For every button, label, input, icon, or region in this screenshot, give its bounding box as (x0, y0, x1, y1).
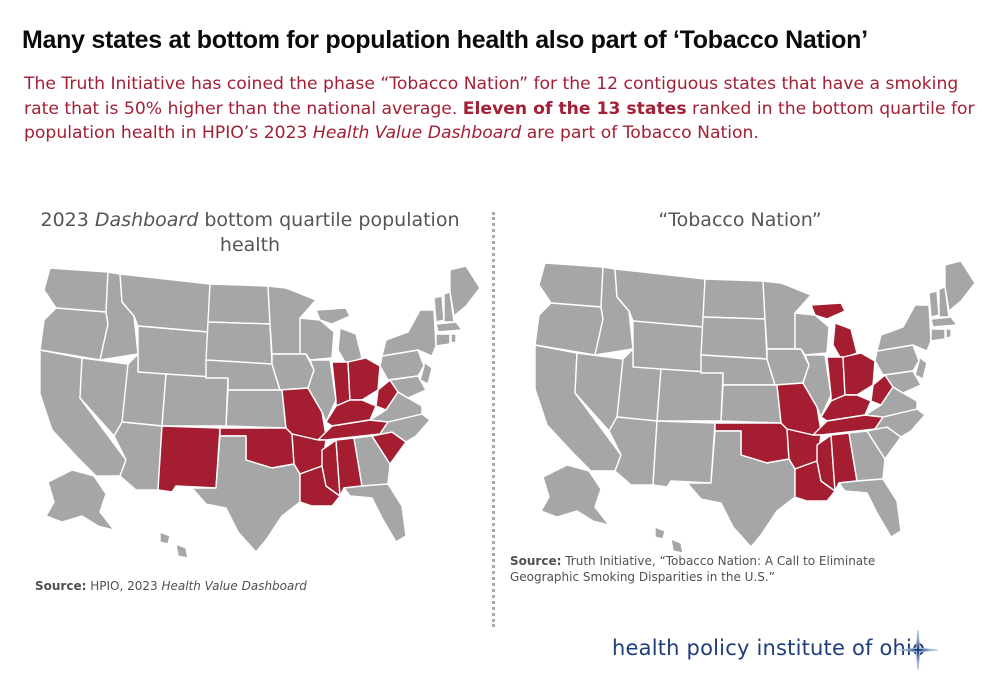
right-state-maine (944, 260, 976, 312)
right-state-illinois (802, 354, 832, 418)
right-state-florida (838, 478, 902, 538)
right-state-new-jersey (914, 356, 928, 380)
left-state-mississippi (321, 439, 341, 497)
right-map-svg (534, 260, 976, 554)
left-state-florida (343, 483, 407, 543)
left-state-south-dakota (205, 321, 273, 365)
right-state-washington (538, 262, 604, 308)
left-state-colorado (161, 373, 229, 427)
right-state-mississippi (816, 434, 836, 492)
left-state-rhode-island (450, 333, 457, 344)
left-state-new-york (381, 309, 437, 357)
brand-logo-text: health policy institute of ohio (612, 636, 926, 660)
right-state-alaska (540, 464, 610, 526)
left-state-maine (449, 265, 481, 317)
left-state-hawaii (159, 531, 189, 559)
intro-italic-text: Health Value Dashboard (312, 123, 522, 143)
left-state-new-mexico (157, 425, 221, 493)
right-state-wisconsin (794, 312, 830, 356)
right-state-massachusetts (930, 316, 958, 328)
left-state-wisconsin (299, 317, 335, 361)
intro-text-2: ranked in the bottom quartile for popula… (24, 98, 975, 144)
intro-paragraph: The Truth Initiative has coined the phas… (24, 72, 984, 146)
left-state-illinois (307, 359, 337, 423)
right-state-maryland (884, 370, 922, 394)
left-state-new-jersey (419, 361, 433, 385)
right-state-hawaii (654, 526, 684, 554)
right-state-new-mexico (652, 420, 716, 488)
left-map-title-italic: Dashboard (94, 209, 199, 231)
left-state-maryland (389, 375, 427, 399)
right-state-rhode-island (945, 328, 952, 339)
right-source-label: Source: (510, 554, 562, 568)
left-state-connecticut (435, 333, 451, 347)
left-state-north-dakota (207, 283, 271, 325)
left-source-note: Source: HPIO, 2023 Health Value Dashboar… (35, 578, 307, 594)
left-map-title-prefix: 2023 (40, 209, 95, 231)
left-source-italic: Health Value Dashboard (161, 579, 307, 593)
right-state-new-york (876, 304, 932, 352)
right-state-colorado (656, 368, 724, 422)
intro-text-3: are part of Tobacco Nation. (521, 123, 759, 143)
left-source-label: Source: (35, 579, 87, 593)
intro-text-1: The Truth Initiative has coined the phas… (24, 74, 959, 119)
left-state-ohio (347, 357, 381, 401)
left-state-alaska (45, 469, 115, 531)
left-state-kansas (225, 389, 287, 429)
left-source-text: HPIO, 2023 (86, 579, 162, 593)
left-state-washington (43, 267, 109, 313)
right-state-texas (686, 430, 796, 548)
page-title: Many states at bottom for population hea… (22, 26, 868, 54)
left-state-virginia (369, 391, 423, 423)
left-state-massachusetts (435, 321, 463, 333)
left-state-wyoming (137, 325, 209, 379)
intro-bold-text: Eleven of the 13 states (462, 98, 687, 119)
right-us-map (505, 245, 985, 565)
right-source-note: Source: Truth Initiative, “Tobacco Natio… (510, 553, 940, 585)
right-state-vermont (928, 290, 940, 318)
right-state-south-dakota (700, 316, 768, 360)
right-state-north-dakota (702, 278, 766, 320)
left-map-title-suffix: bottom quartile population health (198, 209, 460, 256)
right-state-connecticut (930, 328, 946, 342)
right-source-text: Truth Initiative, “Tobacco Nation: A Cal… (510, 554, 876, 584)
right-state-virginia (864, 386, 918, 418)
panel-divider (492, 212, 495, 627)
right-state-iowa (766, 348, 810, 386)
right-state-kansas (720, 384, 782, 424)
right-state-wyoming (632, 320, 704, 374)
left-state-iowa (271, 353, 315, 391)
compass-star-icon (897, 629, 939, 671)
left-state-texas (191, 435, 301, 553)
left-us-map (10, 250, 490, 570)
left-state-vermont (433, 295, 445, 323)
left-state-georgia (353, 435, 391, 487)
left-map-title: 2023 Dashboard bottom quartile populatio… (40, 208, 460, 258)
right-state-ohio (842, 352, 876, 396)
right-map-title: “Tobacco Nation” (658, 209, 822, 231)
right-state-georgia (848, 430, 886, 482)
left-map-svg (39, 265, 481, 559)
